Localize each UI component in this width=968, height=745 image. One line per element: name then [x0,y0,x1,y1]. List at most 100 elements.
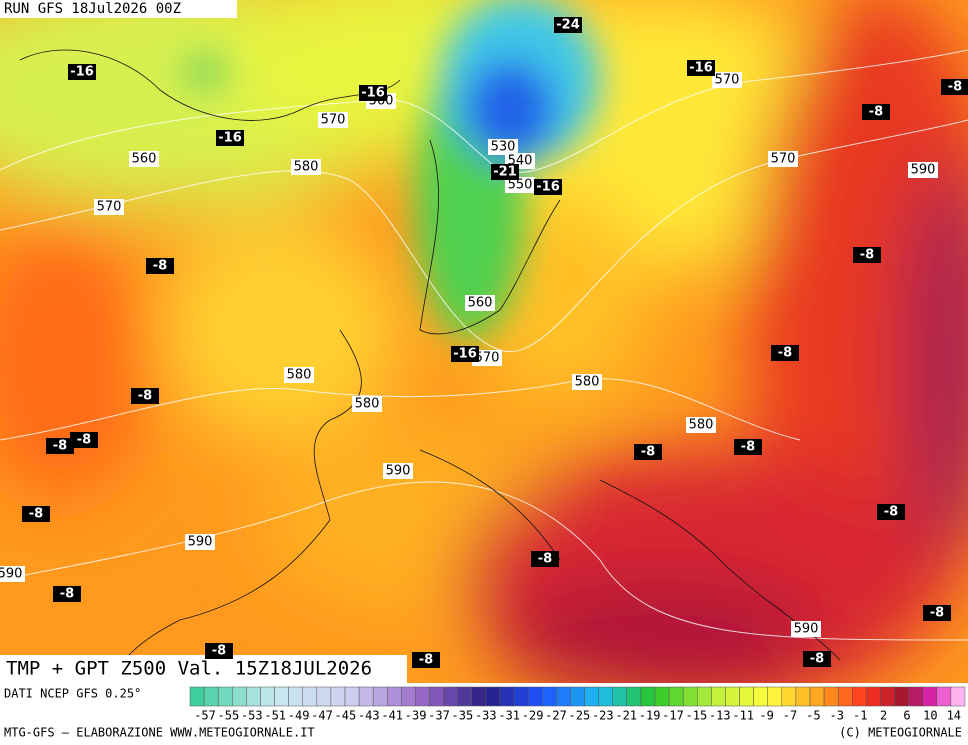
colorbar-tick: -55 [218,709,240,723]
colorbar-tick: -57 [194,709,216,723]
temperature-label: -8 [29,507,43,522]
temperature-label-box [687,60,715,76]
height-label: 590 [911,163,936,178]
height-label: 570 [97,200,122,215]
temperature-label-box [554,17,582,33]
colorbar-swatch [387,686,402,707]
height-label-box [572,374,602,390]
colorbar-swatch [837,686,853,707]
colorbar-tick: -1 [853,709,867,723]
colorbar-swatch [894,686,909,707]
colorbar-swatch [908,686,923,707]
temperature-label-box [68,64,96,80]
temperature-label: -8 [212,644,226,659]
temperature-label: -8 [810,652,824,667]
temperature-label-box [771,345,799,361]
colorbar-swatch [443,686,458,707]
colorbar-swatch [246,686,261,707]
temperature-label-box [22,506,50,522]
temperature-label: -8 [77,433,91,448]
colorbar-tick: -45 [335,709,357,723]
colorbar-swatch [260,686,275,707]
colorbar-swatch [584,686,599,707]
colorbar-swatch [330,686,346,707]
temperature-label-box [359,85,387,101]
colorbar-tick: -17 [662,709,684,723]
colorbar-swatch [527,686,543,707]
temperature-label-box [53,586,81,602]
height-label-box [383,463,413,479]
colorbar-tick: 6 [903,709,910,723]
colorbar-swatch [697,686,712,707]
height-label-box [505,177,535,193]
colorbar-swatch [429,686,444,707]
colorbar-swatch [711,686,726,707]
height-label: 580 [294,160,319,175]
height-label: 560 [468,296,493,311]
colorbar-tick: -15 [686,709,708,723]
height-label: 570 [475,351,500,366]
colorbar-tick: -43 [358,709,380,723]
colorbar-swatch [654,686,670,707]
colorbar-tick: 2 [880,709,887,723]
temperature-field [0,0,968,710]
colorbar-swatch [866,686,881,707]
colorbar-swatch [189,686,205,707]
credit-left: MTG-GFS – ELABORAZIONE WWW.METEOGIORNALE… [4,726,315,740]
temperature-label-box [634,444,662,460]
height-label-box [94,199,124,215]
temperature-label: -8 [741,440,755,455]
temperature-label: -8 [641,445,655,460]
colorbar-tick: -29 [522,709,544,723]
temperature-label: -16 [218,131,242,146]
colorbar-swatch [950,686,966,707]
height-label-box [472,350,502,366]
colorbar-tick: -9 [759,709,773,723]
height-label: 550 [508,178,533,193]
colorbar-swatch [640,686,656,707]
colorbar-tick: -49 [288,709,310,723]
colorbar-swatch [485,686,501,707]
colorbar-tick: -25 [569,709,591,723]
temperature-label-box [941,79,968,95]
colorbar-tick: -31 [498,709,520,723]
temperature-label: -8 [60,587,74,602]
height-label: 560 [132,152,157,167]
colorbar-swatch [217,686,233,707]
temperature-label: -8 [138,389,152,404]
colorbar-tick: -53 [241,709,263,723]
height-label: 570 [715,73,740,88]
run-label: RUN GFS 18Jul2026 00Z [4,1,181,17]
colorbar-swatch [457,686,473,707]
height-label: 570 [771,152,796,167]
height-label-box [686,417,716,433]
colorbar-swatch [316,686,332,707]
temperature-label-box [531,551,559,567]
temperature-label: -16 [536,180,560,195]
colorbar-tick: -11 [732,709,754,723]
temperature-label: -8 [884,505,898,520]
product-box [0,655,407,683]
temperature-label: -8 [860,248,874,263]
temperature-label-box [46,438,74,454]
colorbar-swatch [626,686,642,707]
height-label-box [712,72,742,88]
credit-right: (C) METEOGIORNALE [839,726,962,740]
colorbar-tick: -13 [709,709,731,723]
temperature-label: -16 [453,347,477,362]
colorbar-swatch [302,686,318,707]
colorbar-swatch [542,686,557,707]
height-label-box [284,367,314,383]
temperature-label: -8 [930,606,944,621]
height-label: 580 [287,368,312,383]
height-label-box [488,139,518,155]
height-label-box [291,159,321,175]
temperature-label: -16 [689,61,713,76]
temperature-label-box [853,247,881,263]
height-label-box [908,162,938,178]
temperature-label: -8 [153,259,167,274]
height-label-box [318,112,348,128]
colorbar-swatch [739,686,754,707]
colorbar-swatch [513,686,529,707]
temperature-label-box [146,258,174,274]
